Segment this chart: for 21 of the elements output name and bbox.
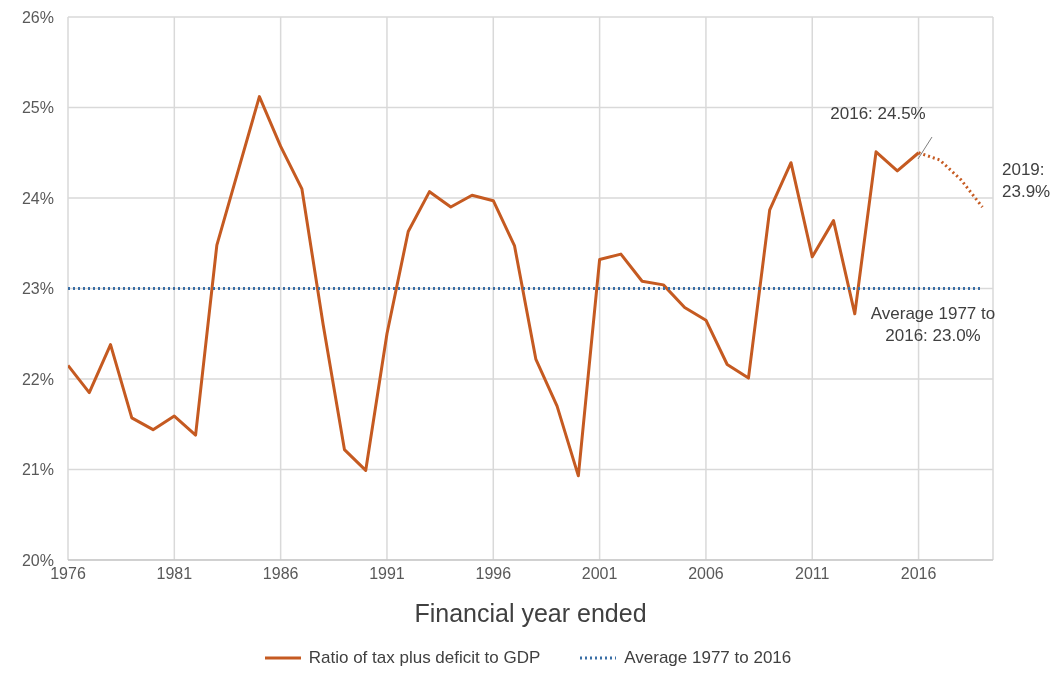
x-tick-label: 2011: [795, 565, 830, 583]
annotation: 2016: 24.5%: [830, 104, 926, 123]
y-tick-label: 21%: [21, 461, 54, 479]
x-tick-label: 2006: [688, 565, 724, 583]
y-tick-label: 22%: [21, 370, 54, 388]
legend-label: Average 1977 to 2016: [624, 648, 792, 668]
y-tick-label: 26%: [21, 8, 54, 26]
x-tick-label: 1991: [369, 565, 405, 583]
x-tick-label: 2001: [581, 565, 618, 583]
x-tick-label: 1996: [475, 565, 512, 583]
y-tick-label: 25%: [21, 99, 54, 117]
y-tick-label: 24%: [21, 189, 54, 207]
x-tick-label: 1986: [262, 565, 299, 583]
y-tick-label: 23%: [21, 280, 54, 298]
annotation: Average 1977 to 2016: 23.0%: [870, 304, 996, 345]
x-tick-label: 1981: [156, 565, 193, 583]
text: 2019: 23.9%: [1002, 160, 1051, 201]
x-tick-label: 1976: [50, 565, 86, 583]
legend-label: Ratio of tax plus deficit to GDP: [308, 648, 541, 668]
x-tick-label: 2016: [900, 565, 937, 583]
x-axis-title: Financial year ended: [414, 599, 647, 627]
